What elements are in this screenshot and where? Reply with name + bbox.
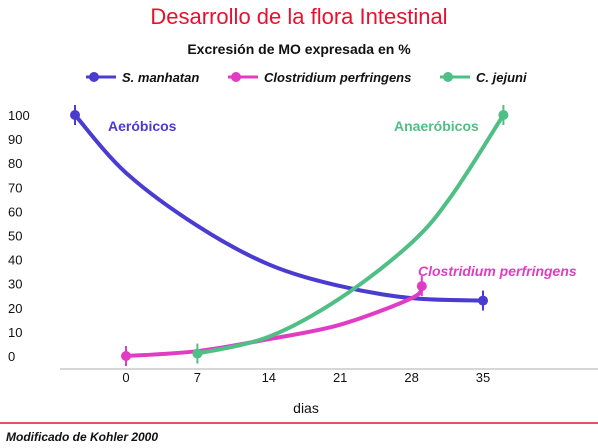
- y-tick-label-20: 20: [8, 301, 22, 316]
- x-tick-label-7: 7: [194, 370, 201, 385]
- legend-marker-clostridium-perfringens: [231, 72, 241, 82]
- legend-label-c-jejuni: C. jejuni: [476, 70, 527, 85]
- legend: S. manhatan Clostridium perfringens C. jej…: [86, 70, 527, 85]
- y-tick-label-90: 90: [8, 132, 22, 147]
- legend-label-s-manhatan: S. manhatan: [122, 70, 199, 85]
- annotation-clostridium: Clostridium perfringens: [418, 263, 577, 279]
- x-tick-label-35: 35: [476, 370, 490, 385]
- x-tick-label-14: 14: [262, 370, 276, 385]
- annotation-aerobicos: Aeróbicos: [108, 118, 177, 134]
- y-tick-label-0: 0: [8, 349, 15, 364]
- y-tick-label-80: 80: [8, 156, 22, 171]
- x-axis: 0 7 14 21 28 35: [122, 370, 490, 385]
- chart-title: Desarrollo de la flora Intestinal: [150, 4, 447, 29]
- chart-subtitle: Excresión de MO expresada en %: [187, 41, 411, 57]
- series-line-c-jejuni: [195, 113, 506, 356]
- annotation-anaerobicos: Anaeróbicos: [394, 118, 479, 134]
- source-note: Modificado de Kohler 2000: [6, 430, 158, 444]
- legend-marker-s-manhatan: [89, 72, 99, 82]
- x-axis-label: dias: [293, 400, 319, 416]
- x-tick-label-28: 28: [404, 370, 418, 385]
- series-line-clostridium-perfringens: [124, 284, 424, 358]
- y-axis: 0 10 20 30 40 50 60 70 80 90 100: [8, 108, 30, 364]
- y-tick-label-40: 40: [8, 253, 22, 268]
- y-tick-label-60: 60: [8, 204, 22, 219]
- y-tick-label-100: 100: [8, 108, 30, 123]
- legend-label-clostridium-perfringens: Clostridium perfringens: [264, 70, 411, 85]
- y-tick-label-50: 50: [8, 229, 22, 244]
- series-layer: [70, 105, 509, 366]
- legend-marker-c-jejuni: [443, 72, 453, 82]
- y-tick-label-10: 10: [8, 325, 22, 340]
- y-tick-label-30: 30: [8, 277, 22, 292]
- y-tick-label-70: 70: [8, 180, 22, 195]
- x-tick-label-0: 0: [122, 370, 129, 385]
- x-tick-label-21: 21: [333, 370, 347, 385]
